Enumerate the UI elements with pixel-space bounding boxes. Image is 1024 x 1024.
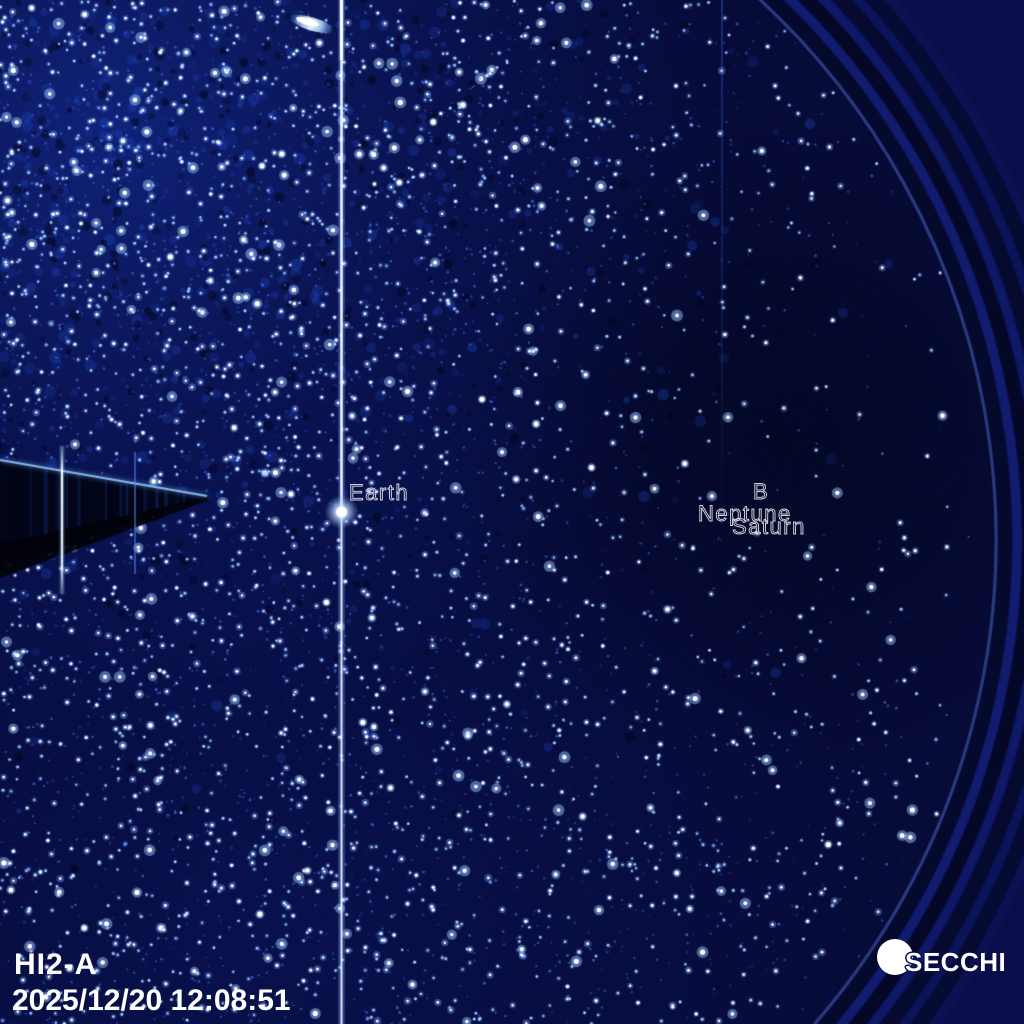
- saturn-label: Saturn: [732, 514, 806, 539]
- neptune-label: Neptune: [698, 501, 792, 526]
- b-label: B: [753, 479, 770, 504]
- timestamp-label: 2025/12/20 12:08:51: [12, 984, 291, 1017]
- earth-label: Earth: [349, 480, 410, 505]
- instrument-label: HI2-A: [14, 948, 98, 981]
